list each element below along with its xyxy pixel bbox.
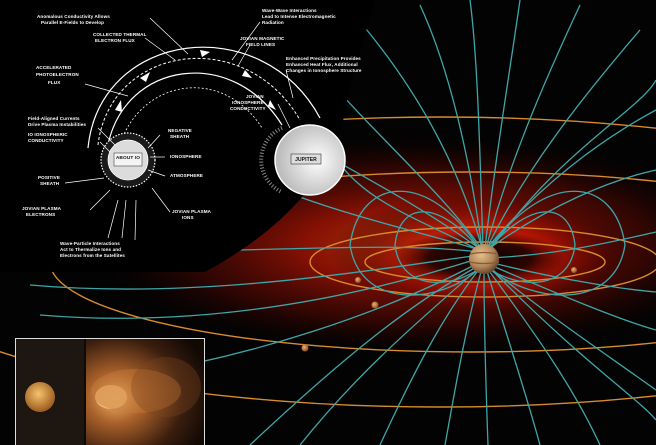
label-enhanced-precipitation: Enhanced Precipitation Provides	[286, 56, 361, 61]
label-positive: POSITIVE	[38, 175, 60, 180]
label-photoelectron: PHOTOELECTRON	[36, 72, 79, 77]
label-anomalous-conductivity: Anomalous Conductivity Allows	[37, 14, 110, 19]
label-wave-wave-3: Radiation	[262, 20, 284, 25]
label-negative-sheath: SHEATH	[170, 134, 190, 139]
label-field-lines: FIELD LINES	[246, 42, 275, 47]
label-collected-thermal: COLLECTED THERMAL	[93, 32, 147, 37]
label-electrons: ELECTRONS	[26, 212, 55, 217]
label-negative: NEGATIVE	[168, 128, 192, 133]
label-wave-wave-2: Lead to Intense Electromagnetic	[262, 14, 336, 19]
label-atmosphere: ATMOSPHERE	[170, 173, 203, 178]
label-ions: IONS	[182, 215, 194, 220]
io-sodium-cloud-photo	[15, 338, 205, 445]
io-body-label: ABOUT IO	[116, 155, 140, 161]
orbit-callisto	[0, 116, 656, 408]
moon-icon	[355, 277, 361, 283]
jupiter-body-label: JUPITER	[295, 157, 317, 163]
label-io-conductivity: CONDUCTIVITY	[28, 138, 64, 143]
moon-icon	[571, 267, 577, 273]
label-wave-wave: Wave-Wave Interactions	[262, 8, 317, 13]
label-accelerated: ACCELERATED	[36, 65, 72, 70]
label-jovian-ionosphere: IONOSPHERE	[232, 100, 264, 105]
label-wave-particle-2: Act to Thermalize Ions and	[60, 247, 121, 252]
label-jovian-plasma-electrons: JOVIAN PLASMA	[22, 206, 62, 211]
planet-icon	[468, 244, 500, 274]
label-flux: FLUX	[48, 80, 61, 85]
moon-icon	[301, 344, 309, 352]
label-enhanced-precipitation-2: Enhanced Heat Flux, Additional	[286, 62, 358, 67]
label-jovian-plasma-ions: JOVIAN PLASMA	[172, 209, 212, 214]
label-ionosphere: IONOSPHERE	[170, 154, 202, 159]
label-jovian-conductivity: CONDUCTIVITY	[230, 106, 266, 111]
orbit-io	[364, 241, 606, 283]
label-anomalous-conductivity-2: Parallel E-Fields to Develop	[41, 20, 104, 25]
io-flux-tube-inset: ABOUT IO JUPITER	[0, 0, 375, 272]
label-jovian-magnetic: JOVIAN MAGNETIC	[240, 36, 285, 41]
moons	[301, 267, 577, 352]
label-jovian: JOVIAN	[246, 94, 264, 99]
moon-icon	[371, 301, 379, 309]
orbit-europa	[309, 226, 656, 298]
label-positive-sheath: SHEATH	[40, 181, 60, 186]
label-wave-particle-3: Electrons from the Satellites	[60, 253, 125, 258]
label-field-aligned: Field-Aligned Currents	[28, 116, 80, 121]
label-field-aligned-2: Drive Plasma Instabilities	[28, 122, 86, 127]
label-enhanced-precipitation-3: Changes in Ionosphere Structure	[286, 68, 362, 73]
label-io-ionospheric: IO IONOSPHERIC	[28, 132, 68, 137]
label-wave-particle: Wave-Particle Interactions	[60, 241, 120, 246]
planet-icon	[25, 382, 55, 412]
label-collected-thermal-2: ELECTRON FLUX	[95, 38, 136, 43]
